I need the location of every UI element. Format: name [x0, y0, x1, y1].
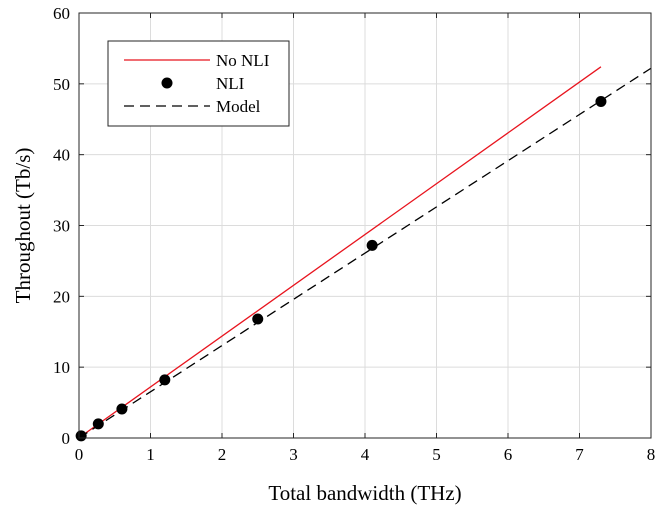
- x-tick-label: 1: [146, 445, 155, 464]
- legend-swatch-nli: [161, 77, 173, 89]
- data-point-nli: [116, 403, 128, 415]
- series-line-no-nli: [80, 66, 602, 437]
- x-tick-label: 6: [504, 445, 513, 464]
- grid: [79, 13, 651, 438]
- y-tick-label: 10: [53, 358, 70, 377]
- x-tick-label: 7: [575, 445, 584, 464]
- y-tick-label: 0: [62, 429, 71, 448]
- data-point-nli: [595, 96, 607, 108]
- x-tick-label: 5: [432, 445, 441, 464]
- y-tick-label: 30: [53, 217, 70, 236]
- x-tick-label: 2: [218, 445, 227, 464]
- x-tick-label: 0: [75, 445, 84, 464]
- legend: No NLI NLI Model: [107, 40, 290, 127]
- legend-label-model: Model: [216, 97, 261, 116]
- legend-label-nli: NLI: [216, 74, 245, 93]
- legend-label-no-nli: No NLI: [216, 51, 270, 70]
- series-line-model: [78, 67, 652, 439]
- data-point-nli: [366, 239, 378, 251]
- y-tick-label: 20: [53, 287, 70, 306]
- y-tick-label: 40: [53, 146, 70, 165]
- x-tick-label: 8: [647, 445, 656, 464]
- x-tick-label: 3: [289, 445, 298, 464]
- y-axis-label: Throughout (Tb/s): [11, 148, 35, 304]
- data-point-nli: [75, 430, 87, 442]
- data-point-nli: [159, 374, 171, 386]
- y-tick-label: 50: [53, 75, 70, 94]
- data-point-nli: [252, 313, 264, 325]
- series-layer: [75, 66, 652, 442]
- x-axis-label: Total bandwidth (THz): [268, 481, 461, 505]
- y-tick-label: 60: [53, 4, 70, 23]
- data-point-nli: [92, 418, 104, 430]
- x-tick-label: 4: [361, 445, 370, 464]
- legend-box: [107, 40, 290, 127]
- ticks: 0 1 2 3 4 5 6 7 8 0 10 20 30 40 50 60: [53, 4, 655, 464]
